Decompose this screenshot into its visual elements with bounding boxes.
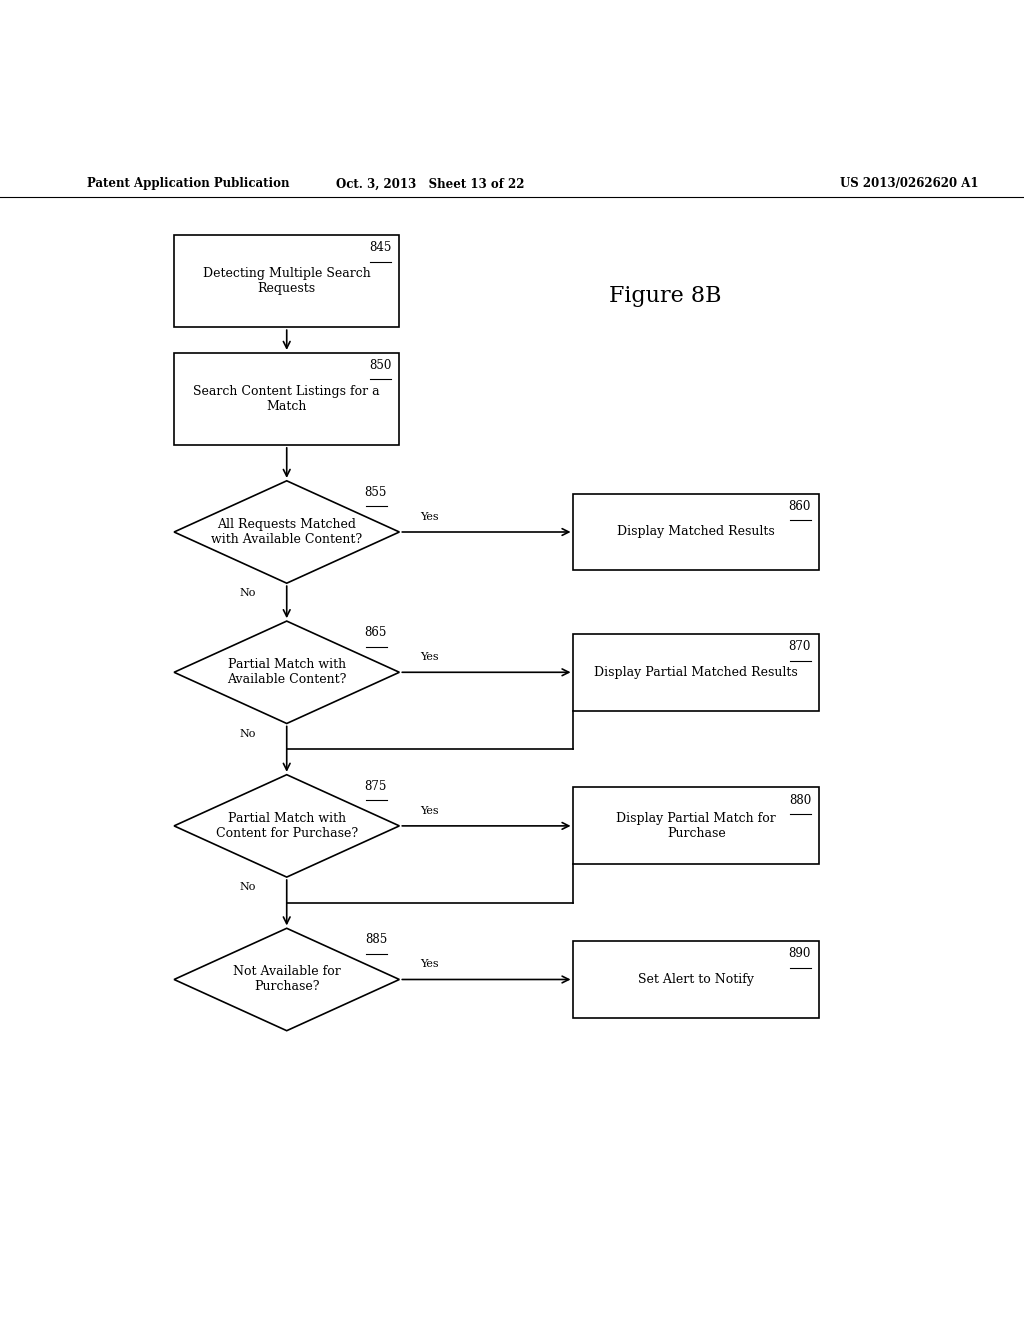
Polygon shape [174,928,399,1031]
Text: 845: 845 [369,242,391,255]
Text: Yes: Yes [420,652,438,663]
Text: 860: 860 [788,500,811,512]
Text: 850: 850 [369,359,391,372]
Text: Detecting Multiple Search
Requests: Detecting Multiple Search Requests [203,267,371,296]
Polygon shape [174,775,399,876]
Text: All Requests Matched
with Available Content?: All Requests Matched with Available Cont… [211,517,362,546]
FancyBboxPatch shape [573,634,819,710]
Text: 890: 890 [788,948,811,960]
Polygon shape [174,480,399,583]
Text: No: No [240,882,256,892]
Text: Partial Match with
Content for Purchase?: Partial Match with Content for Purchase? [216,812,357,840]
FancyBboxPatch shape [573,941,819,1018]
Polygon shape [174,622,399,723]
Text: 855: 855 [365,486,387,499]
Text: 880: 880 [788,793,811,807]
FancyBboxPatch shape [573,494,819,570]
Text: Figure 8B: Figure 8B [609,285,722,308]
Text: US 2013/0262620 A1: US 2013/0262620 A1 [840,177,978,190]
FancyBboxPatch shape [174,235,399,327]
FancyBboxPatch shape [573,788,819,865]
Text: No: No [240,589,256,598]
Text: Yes: Yes [420,805,438,816]
Text: Set Alert to Notify: Set Alert to Notify [638,973,755,986]
Text: No: No [240,729,256,739]
Text: Display Partial Matched Results: Display Partial Matched Results [595,665,798,678]
Text: 875: 875 [365,780,387,793]
Text: Yes: Yes [420,512,438,521]
Text: 865: 865 [365,626,387,639]
Text: Search Content Listings for a
Match: Search Content Listings for a Match [194,385,380,413]
Text: Patent Application Publication: Patent Application Publication [87,177,290,190]
Text: Not Available for
Purchase?: Not Available for Purchase? [232,965,341,994]
Text: 885: 885 [365,933,387,946]
Text: Yes: Yes [420,960,438,969]
Text: 870: 870 [788,640,811,653]
Text: Partial Match with
Available Content?: Partial Match with Available Content? [227,659,346,686]
Text: Display Partial Match for
Purchase: Display Partial Match for Purchase [616,812,776,840]
Text: Display Matched Results: Display Matched Results [617,525,775,539]
Text: Oct. 3, 2013   Sheet 13 of 22: Oct. 3, 2013 Sheet 13 of 22 [336,177,524,190]
FancyBboxPatch shape [174,352,399,445]
